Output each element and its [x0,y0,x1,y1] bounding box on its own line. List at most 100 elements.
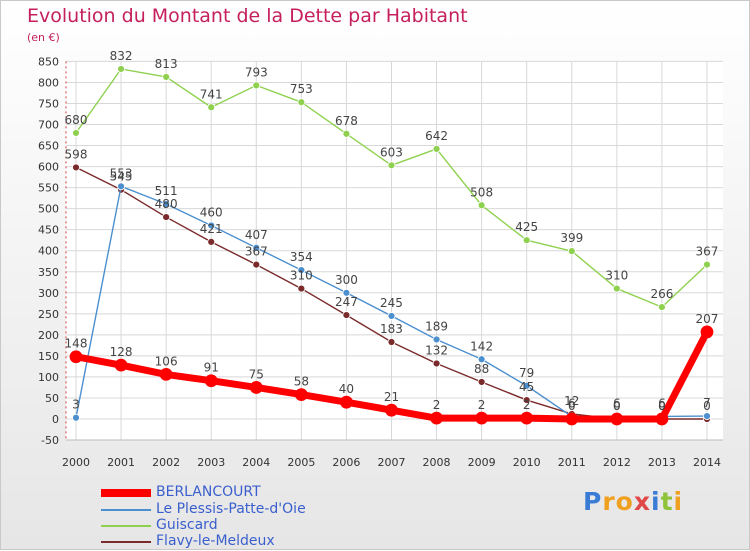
data-label: 183 [380,322,403,336]
data-point [475,411,489,425]
x-tick-label: 2009 [468,456,496,469]
data-point [520,411,534,425]
data-label: 148 [65,337,88,351]
legend-label: Guiscard [156,517,218,533]
data-label: 0 [613,399,621,413]
y-tick-label: 100 [38,371,59,384]
data-label: 45 [519,380,534,394]
data-point [522,381,531,390]
y-tick-label: 750 [38,97,59,110]
data-label: 460 [200,205,223,219]
data-point [477,355,486,364]
data-label: 793 [245,65,268,79]
data-point [297,266,306,274]
x-tick-label: 2001 [107,456,135,469]
x-tick-label: 2006 [332,456,360,469]
data-label: 407 [245,228,268,242]
x-tick-label: 2004 [242,456,270,469]
data-label: 480 [155,197,178,211]
data-label: 354 [290,250,313,264]
y-tick-label: 150 [38,350,59,363]
data-point [252,81,261,90]
data-point [207,221,216,230]
data-point [567,247,576,256]
data-label: 813 [155,57,178,71]
y-tick-label: 50 [45,392,59,405]
data-point [522,236,531,245]
data-label: 680 [65,113,88,127]
x-tick-label: 2012 [603,456,631,469]
data-label: 310 [290,269,313,283]
data-label: 12 [564,394,579,408]
data-point [703,260,711,269]
data-label: 603 [380,145,403,159]
legend-label: BERLANCOURT [156,484,261,500]
data-label: 79 [519,366,534,380]
data-point [252,243,261,252]
data-label: 508 [470,185,493,199]
data-point [72,129,80,137]
data-label: 310 [605,269,628,283]
proxiti-logo: Proxiti [583,487,684,516]
y-tick-label: 650 [38,140,59,153]
data-label: 132 [425,343,448,357]
data-point [565,412,579,426]
data-label: 128 [110,345,133,359]
x-tick-label: 2005 [287,456,315,469]
data-point [703,412,711,420]
data-label: 367 [696,245,719,259]
data-point [430,411,443,425]
data-label: 3 [72,398,80,412]
y-tick-label: 0 [52,413,59,426]
data-point [432,359,441,368]
data-point [252,260,261,269]
x-tick-label: 2007 [377,456,405,469]
data-label: 545 [110,170,133,184]
data-label: 88 [474,362,489,376]
data-point [117,65,125,73]
data-point [658,303,666,311]
data-point [162,213,171,221]
x-tick-label: 2002 [152,456,180,469]
x-tick-label: 2013 [648,456,676,469]
data-point [387,161,396,170]
data-point [342,288,351,297]
data-label: 6 [613,396,621,410]
data-label: 207 [696,312,719,326]
data-point [342,311,351,319]
data-point [162,200,171,208]
data-point [207,103,216,112]
data-point [72,163,80,172]
data-label: 0 [568,399,576,413]
x-tick-label: 2000 [62,456,90,469]
data-label: 6 [568,396,576,410]
data-point [432,145,441,153]
data-point [477,201,486,210]
data-label: 0 [658,399,666,413]
data-label: 300 [335,273,358,287]
x-tick-label: 2010 [513,456,541,469]
data-point [72,413,80,422]
data-label: 642 [425,129,448,143]
y-tick-label: 350 [38,266,59,279]
data-point [340,395,353,409]
data-point [385,403,398,417]
data-label: 741 [200,87,223,101]
y-tick-label: 250 [38,308,59,321]
data-point [655,412,669,426]
legend-label: Flavy-le-Meldeux [156,533,275,549]
x-tick-label: 2008 [423,456,451,469]
data-point [477,378,486,386]
x-tick-label: 2003 [197,456,225,469]
y-tick-label: 700 [38,119,59,132]
data-point [162,73,171,81]
data-point [297,98,306,107]
x-tick-label: 2014 [693,456,721,469]
data-label: 399 [560,231,583,245]
y-tick-label: 850 [38,55,59,68]
y-tick-label: 800 [38,76,59,89]
y-tick-label: 450 [38,224,59,237]
data-point [204,374,218,388]
